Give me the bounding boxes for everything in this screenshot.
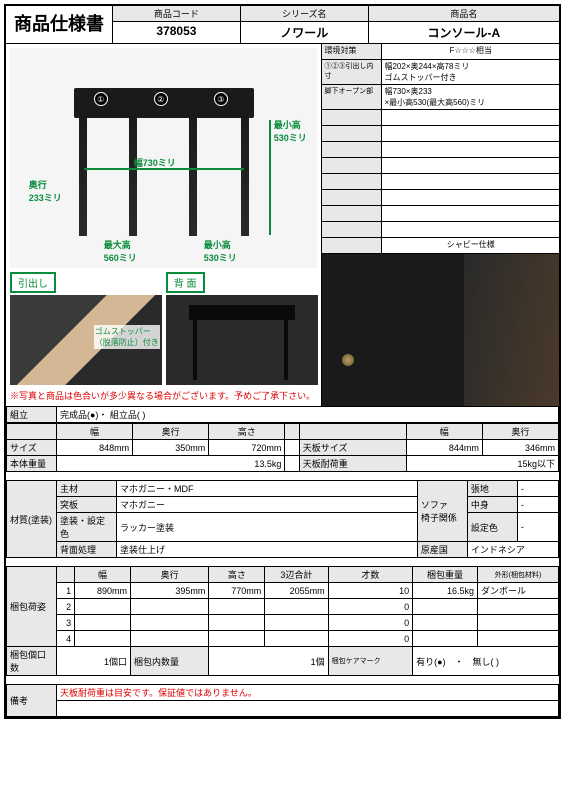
dim-minh-top: 最小高 530ミリ: [274, 118, 307, 144]
detail-value-1: 幅730×奥233 ×最小高530(最大高560)ミリ: [382, 85, 559, 109]
detail-label-1: 脚下オープン部: [322, 85, 382, 109]
name-value: コンソール-A: [369, 22, 559, 43]
back-image-block: 背 面: [166, 272, 318, 385]
series-value: ノワール: [241, 22, 368, 43]
back-photo: [166, 295, 318, 385]
assembly-table: 組立 完成品(●)・ 組立品( ): [6, 406, 559, 423]
dim-maxh: 最大高 560ミリ: [104, 238, 137, 264]
assembly-label: 組立: [7, 407, 57, 423]
size-table: 幅 奥行 高さ 幅 奥行 サイズ 848mm 350mm 720mm 天板サイズ…: [6, 423, 559, 472]
note-table: 備考 天板耐荷重は目安です。保証値ではありません。: [6, 684, 559, 717]
dim-width: 幅730ミリ: [134, 156, 176, 169]
spec-sheet: 商品仕様書 商品コード 378053 シリーズ名 ノワール 商品名 コンソール-…: [4, 4, 561, 719]
back-label: 背 面: [166, 272, 205, 293]
env-value: F☆☆☆相当: [382, 44, 559, 59]
main-area: ① ② ③ 幅730ミリ 最小高 530ミリ 最大高 560ミリ 最小高 530…: [6, 44, 559, 406]
product-image: ① ② ③ 幅730ミリ 最小高 530ミリ 最大高 560ミリ 最小高 530…: [10, 48, 317, 268]
detail-label-0: ①②③引出し内寸: [322, 60, 382, 84]
detail-photo: [322, 254, 559, 406]
assembly-value: 完成品(●)・ 組立品( ): [57, 407, 559, 423]
drawer-label: 引出し: [10, 272, 56, 293]
packing-row: 20: [7, 599, 559, 615]
image-area: ① ② ③ 幅730ミリ 最小高 530ミリ 最大高 560ミリ 最小高 530…: [6, 44, 322, 406]
name-label: 商品名: [369, 6, 559, 22]
detail-value-0: 幅202×奥244×高78ミリ ゴムストッパー付き: [382, 60, 559, 84]
material-table: 材質(塗装) 主材 マホガニー・MDF ソファ 椅子関係 張地 - 突板 マホガ…: [6, 480, 559, 558]
shabby-value: シャビー仕様: [382, 238, 559, 253]
drawer-photo: ゴムストッパー （脱落防止）付き: [10, 295, 162, 385]
code-value: 378053: [113, 22, 240, 40]
dim-minh: 最小高 530ミリ: [204, 238, 237, 264]
drawer-image-block: 引出し ゴムストッパー （脱落防止）付き: [10, 272, 162, 385]
stopper-note: ゴムストッパー （脱落防止）付き: [94, 325, 160, 349]
dim-depth: 奥行 233ミリ: [29, 178, 62, 204]
code-label: 商品コード: [113, 6, 240, 22]
spec-side: 環境対策 F☆☆☆相当 ①②③引出し内寸 幅202×奥244×高78ミリ ゴムス…: [322, 44, 559, 406]
packing-row: 40: [7, 631, 559, 647]
packing-row: 1890mm395mm770mm2055mm1016.5kgダンボール: [7, 583, 559, 599]
doc-title: 商品仕様書: [6, 6, 113, 43]
packing-table: 梱包荷姿 幅 奥行 高さ 3辺合計 才数 梱包重量 外形(梱包材料) 1890m…: [6, 566, 559, 676]
note-value: 天板耐荷重は目安です。保証値ではありません。: [57, 685, 559, 701]
disclaimer: ※写真と商品は色合いが多少異なる場合がございます。予めご了承下さい。: [10, 389, 317, 402]
series-label: シリーズ名: [241, 6, 368, 22]
env-label: 環境対策: [322, 44, 382, 59]
packing-row: 30: [7, 615, 559, 631]
header-row: 商品仕様書 商品コード 378053 シリーズ名 ノワール 商品名 コンソール-…: [6, 6, 559, 44]
